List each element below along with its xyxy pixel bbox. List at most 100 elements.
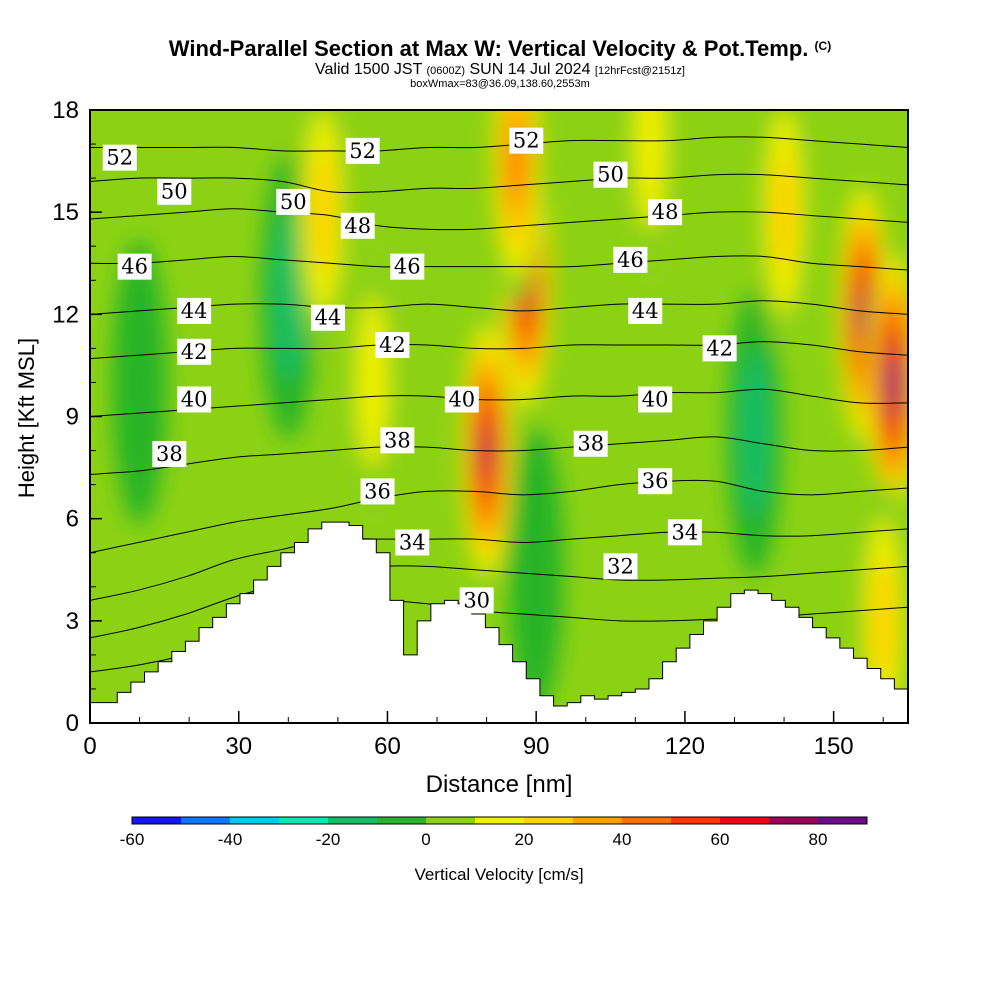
valid-time-line: Valid 1500 JST (0600Z) SUN 14 Jul 2024 [… [0, 62, 1000, 79]
colorbar-tick-label: -60 [120, 830, 145, 849]
y-axis-label: Height [Kft MSL] [14, 338, 39, 498]
theta-label-bg [380, 427, 415, 454]
theta-contour-32 [90, 565, 908, 639]
theta-label: 40 [638, 386, 673, 413]
x-tick-label: 150 [814, 733, 854, 760]
theta-label: 48 [648, 199, 683, 226]
chart-title-text: Wind-Parallel Section at Max W: Vertical… [168, 36, 809, 61]
chart-title-block: Wind-Parallel Section at Max W: Vertical… [0, 36, 1000, 90]
copyright-mark: (C) [814, 39, 832, 53]
theta-label-text: 50 [161, 180, 188, 204]
terrain-profile [89, 521, 909, 724]
theta-label-text: 46 [121, 255, 148, 279]
theta-label-text: 36 [364, 479, 391, 503]
theta-label-text: 44 [632, 299, 659, 323]
theta-contour-42 [90, 341, 908, 360]
theta-contours [90, 136, 908, 673]
theta-label-bg [340, 212, 375, 239]
theta-label-bg [593, 161, 628, 188]
theta-label: 42 [375, 331, 410, 358]
theta-contour-36 [90, 479, 908, 554]
valid-date: SUN 14 Jul 2024 [469, 61, 591, 78]
y-tick-label: 15 [52, 199, 79, 226]
theta-contour-50 [90, 173, 908, 194]
theta-label-bg [102, 144, 137, 171]
theta-label: 42 [702, 335, 737, 362]
theta-label: 44 [177, 297, 212, 324]
y-tick-label: 0 [66, 710, 79, 737]
theta-label-bg [638, 468, 673, 495]
velocity-cell [772, 151, 796, 274]
theta-label: 52 [509, 127, 544, 154]
theta-contour-52 [90, 136, 908, 152]
theta-label: 50 [157, 178, 192, 205]
colorbar-swatch [573, 817, 623, 824]
theta-label: 40 [444, 386, 479, 413]
theta-label-text: 46 [394, 255, 421, 279]
theta-label-bg [628, 297, 663, 324]
theta-label-text: 52 [349, 139, 376, 163]
theta-label-bg [702, 335, 737, 362]
theta-label-text: 44 [181, 299, 208, 323]
theta-label-bg [509, 127, 544, 154]
colorbar-tick-label: 40 [613, 830, 632, 849]
colorbar: -60 -40 -20 0 20 40 60 80 [120, 816, 868, 849]
theta-label-text: 40 [642, 387, 669, 411]
velocity-cell [508, 427, 564, 713]
theta-label-text: 42 [379, 333, 406, 357]
colorbar-swatch [769, 817, 819, 824]
theta-label-bg [390, 253, 425, 280]
velocity-cell [311, 151, 335, 274]
theta-label-bg [667, 519, 702, 546]
theta-label-bg [444, 386, 479, 413]
theta-label-bg [459, 587, 494, 614]
x-tick-label: 90 [523, 733, 550, 760]
colorbar-swatch [181, 817, 231, 824]
terrain [89, 521, 909, 724]
theta-contour-34 [90, 528, 908, 601]
colorbar-tick-label: -20 [316, 830, 341, 849]
velocity-cell [112, 240, 167, 525]
colorbar-frame [131, 816, 868, 825]
theta-label-text: 36 [642, 469, 669, 493]
theta-label-text: 44 [315, 306, 342, 330]
theta-label-bg [573, 430, 608, 457]
velocity-cell [271, 211, 305, 383]
colorbar-tick-label: 60 [711, 830, 730, 849]
theta-label: 46 [117, 253, 152, 280]
theta-label-text: 32 [607, 554, 634, 578]
theta-label: 38 [573, 430, 608, 457]
colorbar-swatch [328, 817, 378, 824]
theta-label-text: 38 [577, 432, 604, 456]
theta-label-text: 52 [513, 129, 540, 153]
velocity-cell [858, 289, 869, 340]
theta-label: 40 [177, 386, 212, 413]
y-tick-label: 6 [66, 506, 79, 533]
theta-contour-40 [90, 388, 908, 417]
theta-label: 52 [345, 137, 380, 164]
colorbar-swatch [720, 817, 770, 824]
theta-label: 32 [603, 553, 638, 580]
colorbar-tick-label: 20 [515, 830, 534, 849]
theta-label-bg [177, 297, 212, 324]
theta-label-bg [276, 188, 311, 215]
theta-contour-44 [90, 300, 908, 315]
theta-label: 42 [177, 338, 212, 365]
theta-label: 34 [395, 529, 430, 556]
theta-label-bg [152, 440, 187, 467]
theta-label-bg [648, 199, 683, 226]
theta-label-bg [360, 478, 395, 505]
theta-label-text: 42 [706, 336, 733, 360]
theta-label-bg [177, 338, 212, 365]
theta-label-bg [177, 386, 212, 413]
theta-label: 46 [613, 246, 648, 273]
theta-label-bg [375, 331, 410, 358]
colorbar-swatch [622, 817, 672, 824]
theta-label: 48 [340, 212, 375, 239]
x-tick-label: 60 [374, 733, 401, 760]
y-tick-label: 18 [52, 97, 79, 124]
theta-label-text: 42 [181, 340, 208, 364]
colorbar-swatch [671, 817, 721, 824]
